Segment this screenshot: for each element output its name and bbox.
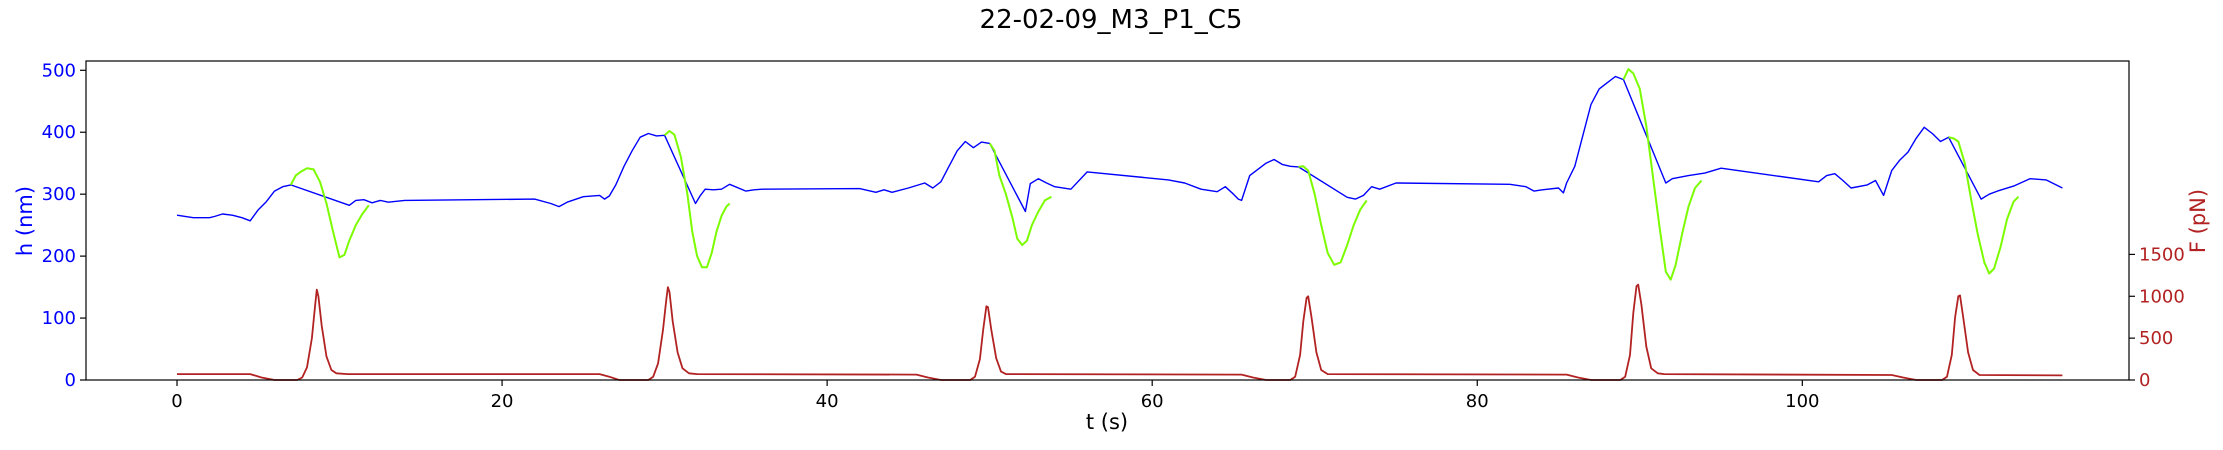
left-y-axis-ticks: 0 100 200 300 400 500: [42, 60, 86, 391]
force-line: [177, 283, 2063, 381]
left-y-axis-label: h (nm): [13, 186, 37, 256]
indent-segment-6: [1948, 136, 2020, 275]
indent-segment-2: [663, 130, 731, 269]
indent-segment-4: [1298, 165, 1368, 266]
right-y-tick-label: 500: [2139, 328, 2173, 349]
right-y-tick-label: 0: [2139, 370, 2150, 391]
chart-title: 22-02-09_M3_P1_C5: [980, 5, 1243, 35]
plot-frame: [85, 60, 2130, 381]
height-line: [176, 75, 2063, 222]
left-y-tick-label: 200: [42, 246, 76, 267]
x-tick-label: 60: [1141, 391, 1164, 412]
x-tick-label: 20: [491, 391, 514, 412]
x-axis-label: t (s): [1086, 410, 1128, 434]
x-tick-label: 0: [171, 391, 182, 412]
indent-segment-5: [1622, 68, 1703, 281]
x-tick-label: 40: [816, 391, 839, 412]
left-y-tick-label: 0: [65, 370, 76, 391]
left-y-tick-label: 300: [42, 184, 76, 205]
left-y-tick-label: 500: [42, 60, 76, 81]
x-tick-label: 100: [1785, 391, 1819, 412]
indent-segment-3: [988, 142, 1052, 246]
indent-segment-1: [289, 167, 370, 259]
right-y-tick-label: 1500: [2139, 244, 2185, 265]
plot-lines: [176, 68, 2063, 381]
right-y-axis-label: F (pN): [2186, 189, 2210, 253]
right-y-tick-label: 1000: [2139, 286, 2185, 307]
left-y-tick-label: 400: [42, 122, 76, 143]
x-axis-ticks: 0 20 40 60 80 100: [171, 380, 1819, 412]
right-y-axis-ticks: 0 500 1000 1500: [2129, 244, 2185, 391]
left-y-tick-label: 100: [42, 308, 76, 329]
x-tick-label: 80: [1466, 391, 1489, 412]
